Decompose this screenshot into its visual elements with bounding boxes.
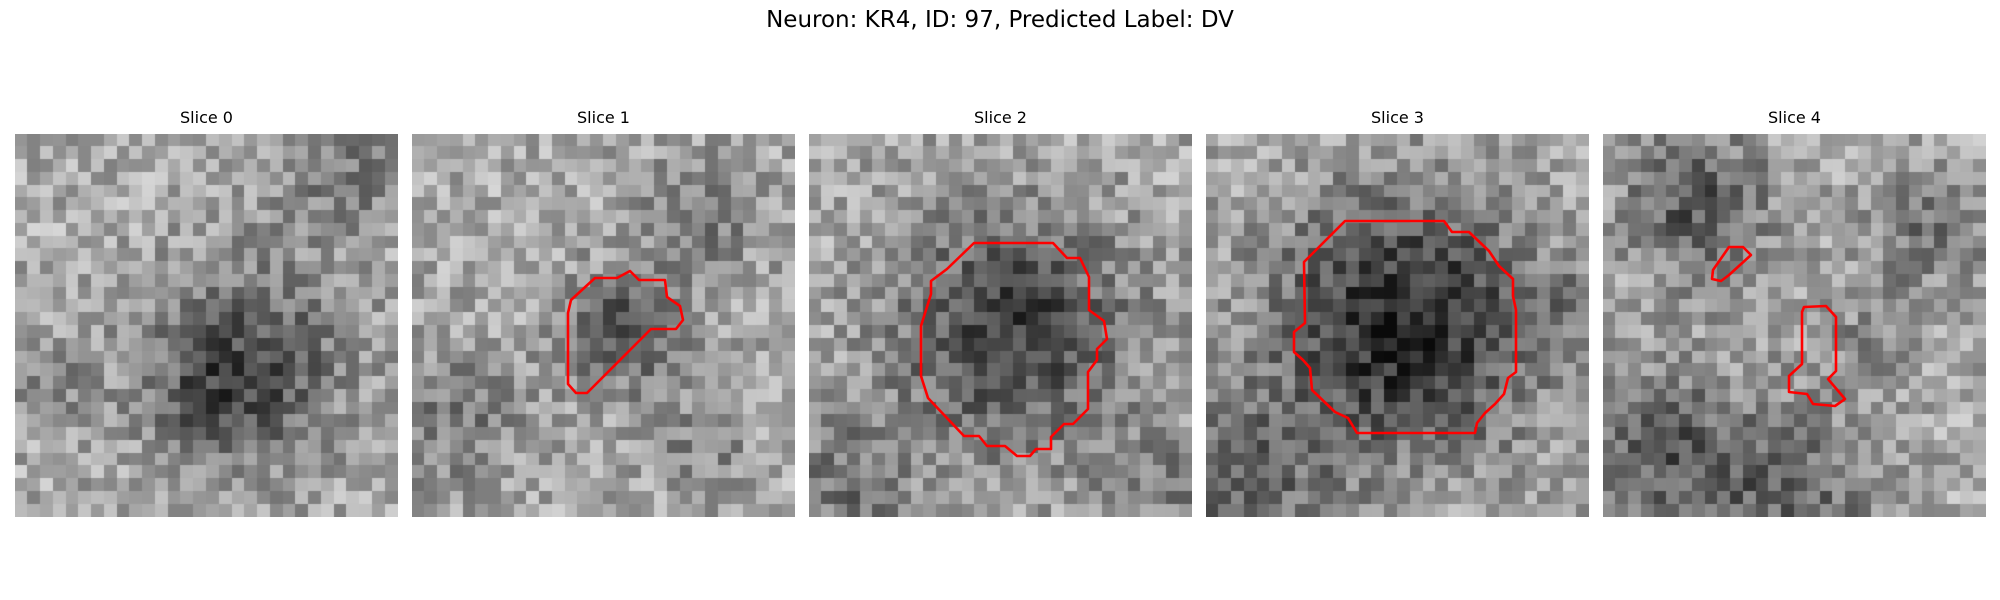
slice-title: Slice 0 [180,108,233,127]
slice-panel-4: Slice 4 [1603,108,1986,518]
slice-title: Slice 3 [1371,108,1424,127]
slice-image-0 [15,134,398,517]
cell-contour [1710,245,1753,283]
slice-title: Slice 2 [974,108,1027,127]
contour-overlay-4 [1710,245,1847,408]
figure-title: Neuron: KR4, ID: 97, Predicted Label: DV [766,7,1234,33]
contour-overlay-2 [919,241,1109,458]
cell-contour [1787,304,1847,408]
slice-image-4 [1603,134,1986,517]
contour-overlay-1 [566,269,685,395]
cell-contour [919,241,1109,458]
slice-panel-2: Slice 2 [809,108,1192,518]
slice-title: Slice 1 [577,108,630,127]
contour-overlay-3 [1292,219,1518,435]
slice-panel-3: Slice 3 [1206,108,1589,518]
slice-image-3 [1206,134,1589,517]
cell-contour [566,269,685,395]
slice-panel-1: Slice 1 [412,108,795,518]
slice-title: Slice 4 [1768,108,1821,127]
slice-image-1 [412,134,795,517]
slice-image-2 [809,134,1192,517]
cell-contour [1292,219,1518,435]
slice-panel-0: Slice 0 [15,108,398,518]
